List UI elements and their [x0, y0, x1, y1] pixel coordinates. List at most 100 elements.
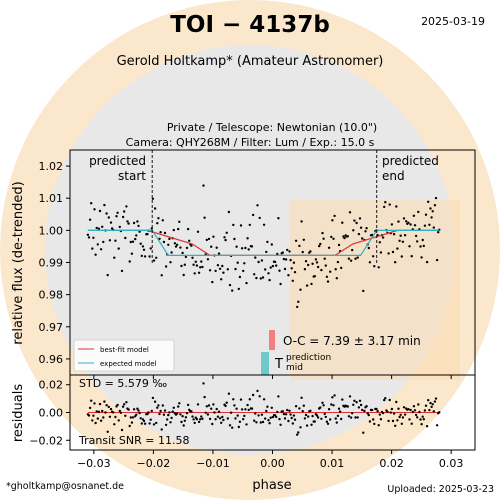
x-tick-label: 0.03 [439, 457, 464, 470]
residual-point [167, 413, 170, 417]
residual-point [224, 404, 227, 408]
residual-point [260, 413, 264, 416]
flux-point [190, 244, 193, 247]
residual-point [155, 421, 158, 425]
main-y-axis: 0.96 0.97 0.98 0.99 1.00 1.01 1.02 [39, 160, 70, 366]
flux-point [390, 223, 394, 226]
flux-point [343, 236, 346, 240]
flux-point [156, 222, 159, 225]
residual-point [419, 418, 422, 421]
residual-point [216, 415, 220, 418]
residual-point [299, 426, 302, 429]
date-label: 2025-03-19 [421, 15, 485, 28]
flux-point [437, 231, 440, 234]
flux-point [316, 265, 320, 269]
observer-label: Gerold Holtkamp* (Amateur Astronomer) [117, 54, 384, 69]
residual-point [346, 405, 349, 408]
flux-point [116, 211, 119, 214]
main-plot: 0.96 0.97 0.98 0.99 1.00 1.01 1.02 relative fl… [11, 149, 476, 376]
residual-point [107, 405, 111, 409]
flux-point [314, 258, 318, 261]
residual-point [335, 421, 338, 424]
residual-point [367, 413, 370, 417]
flux-point [336, 260, 340, 264]
legend-best-fit-label: best-fit model [100, 346, 149, 354]
flux-point [96, 243, 100, 246]
flux-point [286, 248, 289, 252]
residual-point [179, 413, 182, 416]
residual-point [248, 398, 251, 401]
flux-point [267, 272, 270, 275]
residual-point [160, 428, 163, 431]
residual-point [120, 428, 124, 432]
flux-point [329, 270, 332, 273]
residual-point [254, 412, 257, 415]
flux-point [322, 237, 325, 240]
flux-point [346, 235, 349, 238]
flux-point [161, 219, 164, 222]
residual-x-axis: −0.03 −0.02 −0.01 0.00 0.01 0.02 0.03 [77, 375, 463, 470]
residual-point [244, 408, 247, 411]
flux-point [180, 264, 183, 268]
residual-point [92, 414, 95, 417]
residual-point [271, 415, 275, 419]
flux-point [259, 277, 262, 280]
residual-point [131, 416, 135, 419]
flux-point [92, 236, 95, 239]
residual-point [291, 422, 294, 425]
flux-point [391, 250, 395, 254]
residual-point [307, 415, 310, 418]
residual-point [103, 400, 106, 403]
flux-point [287, 274, 290, 277]
residual-point [225, 401, 228, 404]
flux-point [311, 262, 314, 265]
flux-point [124, 236, 127, 240]
residual-point [140, 422, 143, 425]
residual-point [410, 422, 413, 425]
flux-point [129, 240, 132, 244]
flux-point [379, 251, 383, 254]
residual-point [398, 415, 401, 419]
flux-point [246, 237, 249, 240]
residual-point [118, 409, 122, 413]
residual-point [157, 404, 160, 407]
flux-point [335, 277, 338, 280]
flux-point [400, 255, 403, 258]
residual-point [303, 417, 307, 420]
residual-point [331, 396, 334, 399]
flux-point [403, 234, 407, 237]
flux-point [186, 227, 190, 231]
residual-point [236, 414, 239, 417]
flux-point [181, 251, 184, 255]
flux-point [143, 255, 147, 258]
residual-point [287, 419, 290, 423]
residual-point [262, 398, 266, 401]
flux-point [368, 261, 372, 264]
flux-point [377, 266, 380, 269]
residual-point [420, 423, 423, 426]
residual-point [130, 421, 134, 424]
flux-point [139, 242, 142, 245]
residual-point [365, 405, 368, 408]
residual-point [327, 408, 331, 411]
flux-point [290, 267, 293, 270]
main-y-tick-label: 0.98 [39, 289, 64, 302]
residual-point [205, 405, 208, 408]
flux-point [141, 245, 145, 248]
flux-point [427, 200, 430, 203]
residual-point [164, 423, 168, 427]
residual-point [281, 410, 284, 413]
residual-point [197, 420, 201, 424]
flux-point [396, 247, 399, 250]
flux-point [152, 259, 156, 262]
residual-point [128, 424, 131, 428]
flux-point [278, 269, 281, 272]
flux-point [262, 223, 266, 226]
residual-point [315, 414, 319, 417]
residual-point [333, 394, 336, 397]
residual-y-tick-label: −0.02 [29, 434, 63, 447]
residual-point [348, 395, 352, 398]
flux-point [309, 250, 312, 253]
flux-point [142, 248, 146, 251]
predicted-end-label: predicted end [382, 154, 439, 183]
